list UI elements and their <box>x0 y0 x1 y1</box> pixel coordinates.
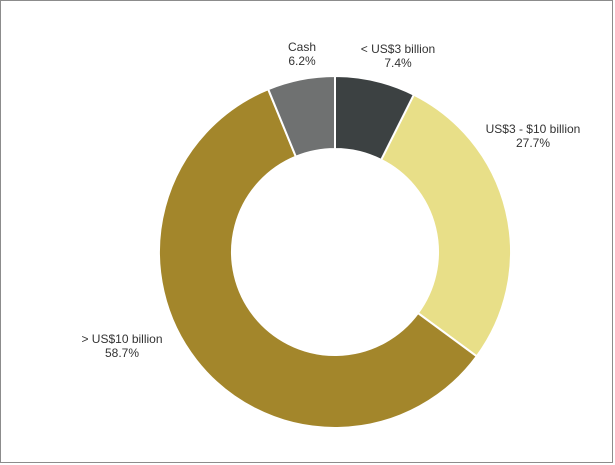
slice-value-label-0: 7.4% <box>384 56 412 70</box>
donut-slice-2 <box>158 87 479 429</box>
slice-name-label-0: < US$3 billion <box>361 42 435 56</box>
slice-value-label-3: 6.2% <box>288 54 316 68</box>
donut-slice-3 <box>266 74 336 159</box>
slice-name-label-3: Cash <box>288 40 316 54</box>
donut-slice-1 <box>379 93 512 358</box>
slice-value-label-1: 27.7% <box>516 136 550 150</box>
donut-slices <box>158 74 512 429</box>
slice-value-label-2: 58.7% <box>105 346 139 360</box>
slice-name-label-1: US$3 - $10 billion <box>486 122 581 136</box>
slice-name-label-2: > US$10 billion <box>81 332 162 346</box>
